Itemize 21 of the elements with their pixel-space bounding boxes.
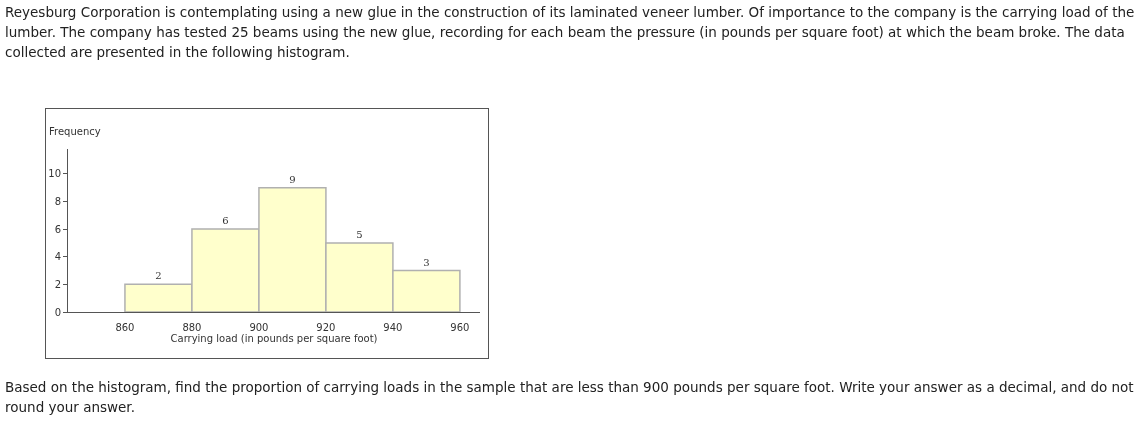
x-tick-label: 940 <box>383 322 403 333</box>
x-tick-label: 920 <box>316 322 336 333</box>
y-tick-label: 10 <box>48 168 61 180</box>
y-tick-label: 6 <box>54 223 61 235</box>
data-label: 3 <box>423 256 430 268</box>
y-tick-label: 0 <box>54 306 61 318</box>
data-label: 5 <box>356 228 363 240</box>
text: Based on the histogram, find the proportion of carrying loads in the sample that are less than 900 pounds per square foot. Write your answer as a decimal, and do not round your answer. <box>5 378 1135 417</box>
y-tick-label: 4 <box>54 251 61 263</box>
data-label: 2 <box>155 270 162 282</box>
x-tick-label: 860 <box>115 322 135 333</box>
data-label: 9 <box>289 173 296 185</box>
x-tick-label: 960 <box>450 322 470 333</box>
text: Reyesburg Corporation is contemplating using a new glue in the construction of its laminated veneer lumber. Of importance to the company is the carrying load of the lumber. The company has tested 25 beams using the new glue, recording for each beam the pressure (in pounds per square foot) at which the beam broke. The data collected are presented in the following histogram. <box>5 3 1135 62</box>
data-label: 6 <box>222 215 229 227</box>
x-tick-label: 880 <box>182 322 202 333</box>
y-tick-label: 8 <box>54 195 61 207</box>
y-axis-title: Frequency <box>49 126 101 137</box>
x-axis-title: Carrying load (in pounds per square foot) <box>170 333 378 344</box>
y-tick-label: 2 <box>54 278 61 290</box>
x-tick-label: 900 <box>249 322 269 333</box>
